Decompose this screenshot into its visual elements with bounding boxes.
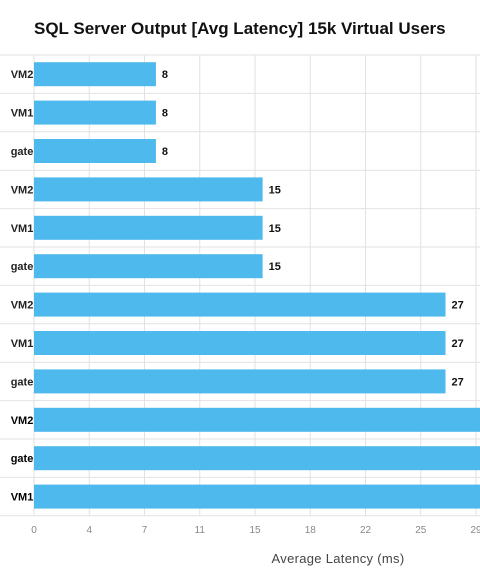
bar[interactable] <box>34 407 480 432</box>
bar[interactable] <box>34 484 480 509</box>
category-label: VM2 <box>11 415 34 427</box>
x-tick-label: 25 <box>415 525 427 536</box>
data-label: 27 <box>452 338 464 350</box>
bar[interactable] <box>34 446 480 471</box>
bar[interactable] <box>34 100 156 125</box>
bar[interactable] <box>34 292 446 317</box>
bar[interactable] <box>34 215 263 240</box>
category-label: gate <box>11 453 34 465</box>
category-label: VM2 <box>11 69 34 81</box>
category-label: VM1 <box>11 108 34 120</box>
x-tick-label: 22 <box>360 525 372 536</box>
bar[interactable] <box>34 62 156 87</box>
data-label: 8 <box>162 146 168 158</box>
data-label: 15 <box>269 184 281 196</box>
x-tick-label: 0 <box>31 525 37 536</box>
data-label: 8 <box>162 69 168 81</box>
bar[interactable] <box>34 254 263 279</box>
x-tick-label: 18 <box>305 525 317 536</box>
data-label: 27 <box>452 300 464 312</box>
x-tick-label: 7 <box>142 525 148 536</box>
category-label: VM2 <box>11 184 34 196</box>
data-label: 15 <box>269 261 281 273</box>
category-label: VM1 <box>11 338 34 350</box>
x-tick-label: 15 <box>249 525 261 536</box>
x-tick-label: 4 <box>86 525 92 536</box>
bar[interactable] <box>34 139 156 163</box>
x-axis-label: Average Latency (ms) <box>272 551 405 566</box>
bar[interactable] <box>34 369 446 394</box>
category-label: VM1 <box>11 492 34 504</box>
data-label: 8 <box>162 108 168 120</box>
x-tick-label: 11 <box>195 525 206 536</box>
data-label: 27 <box>452 376 464 388</box>
bar[interactable] <box>34 177 263 202</box>
category-label: gate <box>11 261 34 273</box>
chart-title: SQL Server Output [Avg Latency] 15k Virt… <box>34 19 446 38</box>
category-label: gate <box>11 146 34 158</box>
x-tick-label: 29 <box>470 525 480 536</box>
category-label: VM2 <box>11 300 34 312</box>
bar[interactable] <box>34 331 446 355</box>
category-label: VM1 <box>11 223 34 235</box>
category-label: gate <box>11 376 34 388</box>
data-label: 15 <box>269 223 281 235</box>
